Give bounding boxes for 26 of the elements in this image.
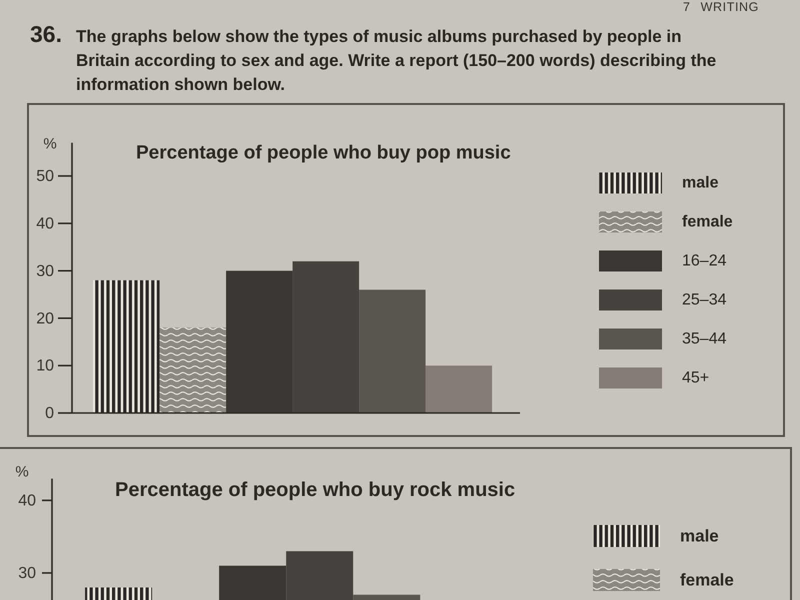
y-axis-title: %	[15, 464, 29, 480]
y-tick-label: 30	[36, 262, 54, 280]
chart-title: Percentage of people who buy rock music	[115, 479, 516, 501]
legend-label: female	[680, 570, 734, 590]
y-axis-title: %	[43, 136, 57, 152]
legend-label: 35–44	[682, 330, 727, 348]
bar	[93, 280, 160, 413]
legend-label: 25–34	[682, 292, 727, 308]
legend-label: male	[680, 526, 719, 546]
text: 7 WRITING	[683, 0, 759, 14]
legend-label: 45+	[682, 370, 710, 386]
legend-label: male	[682, 174, 719, 192]
bar	[359, 290, 426, 413]
y-tick-label: 0	[45, 405, 54, 422]
y-tick-label: 40	[18, 492, 36, 510]
y-tick-label: 10	[36, 358, 54, 375]
bar	[426, 366, 492, 413]
text: 36. The graphs below show the types of music albums purchased by people in Britain according to sex and age. Write a report (150–200 words) describing the information shown below.	[30, 21, 716, 94]
y-tick-label: 40	[36, 216, 54, 233]
y-tick-label: 50	[36, 168, 54, 186]
chart-title: Percentage of people who buy pop music	[136, 142, 512, 164]
y-tick-label: 20	[36, 310, 54, 328]
legend-label: female	[682, 214, 733, 230]
y-tick-label: 30	[18, 565, 36, 582]
legend-label: 16–24	[682, 252, 727, 270]
bar	[160, 328, 226, 413]
